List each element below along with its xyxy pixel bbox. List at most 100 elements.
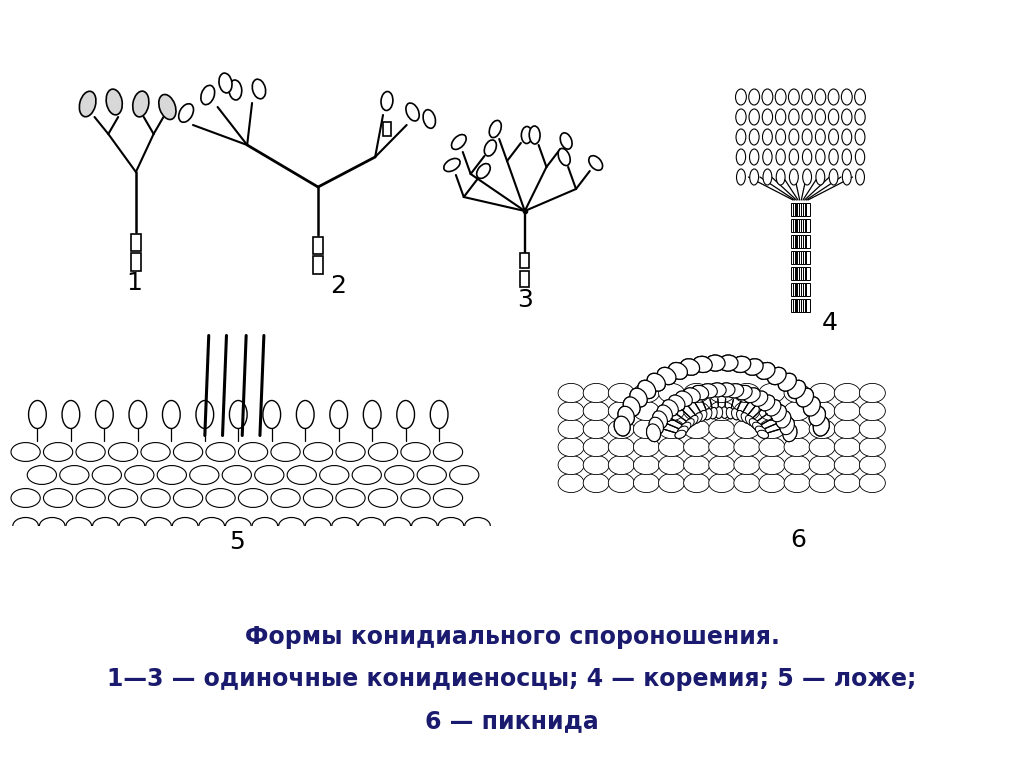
Ellipse shape [705,409,712,420]
Ellipse shape [749,109,760,125]
Ellipse shape [771,405,786,422]
Ellipse shape [726,407,734,419]
Ellipse shape [778,374,797,391]
Ellipse shape [763,129,772,145]
Ellipse shape [709,437,734,456]
Ellipse shape [608,401,634,420]
Ellipse shape [734,401,760,420]
Bar [383,122,391,136]
Bar [792,235,795,248]
Bar [798,299,802,312]
Ellipse shape [843,169,851,185]
Ellipse shape [683,388,700,403]
Ellipse shape [709,420,734,439]
Bar [801,203,805,216]
Ellipse shape [855,149,864,165]
Bar [792,219,795,232]
Ellipse shape [787,380,806,399]
Ellipse shape [706,355,725,371]
Ellipse shape [28,466,56,485]
Ellipse shape [634,473,659,492]
Ellipse shape [753,422,763,431]
Ellipse shape [736,410,744,421]
Ellipse shape [79,91,96,117]
Ellipse shape [745,416,755,426]
Ellipse shape [709,401,734,420]
Ellipse shape [584,437,609,456]
Bar [803,283,806,296]
Ellipse shape [859,473,886,492]
Ellipse shape [658,384,684,403]
Ellipse shape [780,417,795,435]
Bar [797,203,800,216]
Ellipse shape [815,89,825,105]
Bar [803,219,806,232]
Ellipse shape [584,473,609,492]
Ellipse shape [11,443,40,462]
Ellipse shape [756,426,766,435]
Ellipse shape [859,420,886,439]
Ellipse shape [776,149,785,165]
Ellipse shape [750,129,759,145]
Bar [798,267,802,280]
Ellipse shape [771,405,786,422]
Ellipse shape [239,489,267,508]
Bar [797,299,800,312]
Ellipse shape [43,489,73,508]
Ellipse shape [741,413,750,423]
Ellipse shape [252,79,265,99]
Ellipse shape [859,456,886,475]
Ellipse shape [842,109,852,125]
Ellipse shape [92,466,122,485]
Ellipse shape [634,437,659,456]
Ellipse shape [809,437,836,456]
Ellipse shape [109,489,137,508]
Bar [792,203,795,216]
Ellipse shape [736,169,745,185]
Ellipse shape [129,400,146,429]
Bar [793,267,797,280]
Ellipse shape [753,422,763,431]
Ellipse shape [296,400,314,429]
Bar [520,271,529,287]
Bar [798,235,802,248]
Bar [805,283,808,296]
Ellipse shape [608,437,634,456]
Ellipse shape [196,400,214,429]
Ellipse shape [751,391,768,407]
Ellipse shape [743,388,760,403]
Bar [795,267,798,280]
Ellipse shape [529,126,540,144]
Ellipse shape [678,426,688,435]
Ellipse shape [558,437,584,456]
Bar [801,283,805,296]
Text: 1: 1 [126,271,142,295]
Ellipse shape [835,384,860,403]
Ellipse shape [726,407,734,419]
Ellipse shape [689,416,698,426]
Ellipse shape [803,169,812,185]
Ellipse shape [669,395,685,411]
Ellipse shape [271,489,300,508]
Bar [793,203,797,216]
Bar [806,283,810,296]
Bar [803,299,806,312]
Ellipse shape [443,159,460,172]
Ellipse shape [669,363,687,380]
Ellipse shape [759,395,775,411]
Ellipse shape [287,466,316,485]
Ellipse shape [617,407,634,426]
Ellipse shape [689,416,698,426]
Bar [801,219,805,232]
Ellipse shape [159,94,176,120]
Ellipse shape [400,489,430,508]
Text: 5: 5 [229,530,245,554]
Bar [795,283,798,296]
Ellipse shape [835,456,860,475]
Ellipse shape [683,388,700,403]
Ellipse shape [669,395,685,411]
Ellipse shape [584,384,609,403]
Bar [806,299,810,312]
Ellipse shape [614,416,630,436]
Text: 6: 6 [791,528,807,552]
